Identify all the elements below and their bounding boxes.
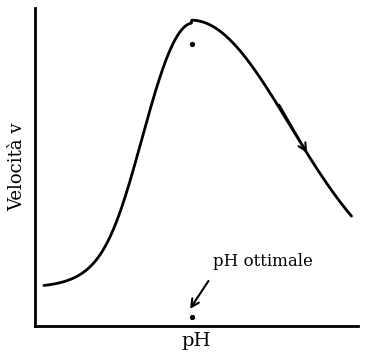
X-axis label: pH: pH (182, 332, 211, 350)
Y-axis label: Velocità v: Velocità v (8, 123, 26, 212)
Text: pH ottimale: pH ottimale (213, 253, 313, 270)
